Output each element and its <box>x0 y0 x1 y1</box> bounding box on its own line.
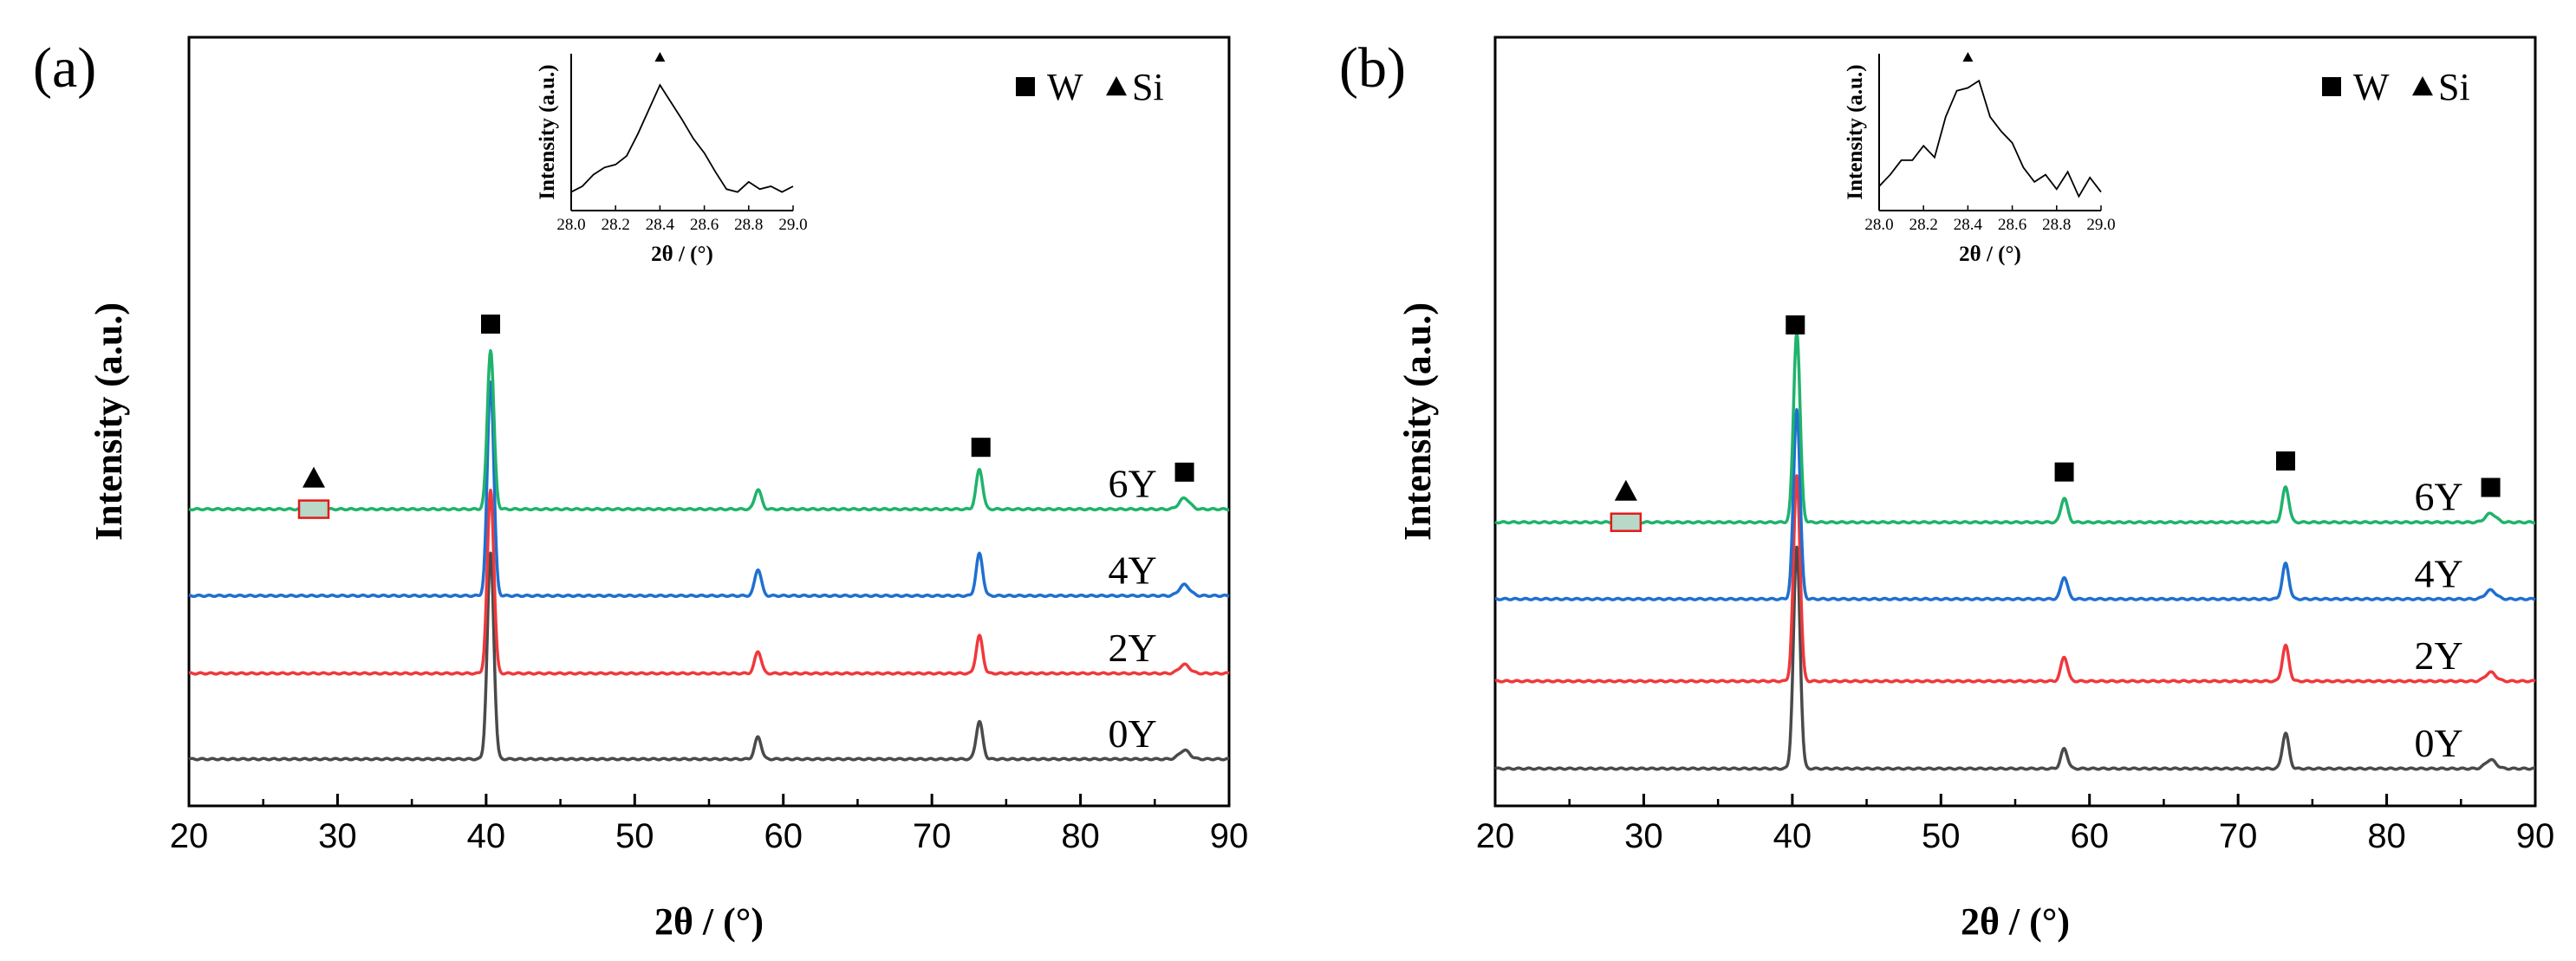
x-tick-label: 80 <box>1061 817 1100 855</box>
inset-plot: 28.0 28.2 28.4 28.6 28.8 29.0 2θ / (°) Intensit… <box>536 52 808 266</box>
series-label-2Y: 2Y <box>2414 633 2462 678</box>
inset-tick-label: 28.0 <box>556 216 585 234</box>
series-0Y-line <box>188 551 1230 762</box>
x-tick-label: 30 <box>318 817 357 855</box>
w-peak-marker <box>971 438 991 458</box>
w-peak-marker <box>2054 462 2074 482</box>
legend-si-label: Si <box>2438 66 2470 108</box>
inset-plot: 28.0 28.2 28.4 28.6 28.8 29.0 2θ / (°) Intensit… <box>1844 52 2116 266</box>
w-peak-marker <box>1174 462 1194 482</box>
panel-a: 20 30 40 50 60 70 80 90 (a) 2θ / (°) Intensity (a.… <box>33 36 1248 943</box>
legend-si-triangle <box>1106 76 1127 96</box>
inset-tick-label: 28.8 <box>2042 216 2071 234</box>
x-axis-title: 2θ / (°) <box>1961 900 2070 943</box>
x-tick-label: 30 <box>1624 817 1663 855</box>
inset-tick-label: 28.4 <box>646 216 675 234</box>
x-tick-label: 40 <box>1773 817 1812 855</box>
inset-y-title: Intensity (a.u.) <box>1844 64 1867 199</box>
series-label-0Y: 0Y <box>2414 721 2462 765</box>
x-tick-label: 50 <box>615 817 654 855</box>
inset-zoom-line <box>570 83 794 193</box>
inset-si-peak-marker <box>654 52 666 62</box>
x-tick-label: 70 <box>2219 817 2258 855</box>
x-axis-title: 2θ / (°) <box>654 900 764 943</box>
legend-w-label: W <box>1047 66 1083 108</box>
series-label-6Y: 6Y <box>2414 475 2462 519</box>
legend-si-label: Si <box>1132 66 1164 108</box>
inset-y-title: Intensity (a.u.) <box>536 64 559 199</box>
w-peak-marker <box>1786 315 1805 334</box>
legend-si-triangle <box>2412 76 2433 96</box>
inset-x-title: 2θ / (°) <box>1959 243 2021 266</box>
w-peak-marker <box>2276 451 2295 471</box>
panel-label: (a) <box>33 36 96 100</box>
y-axis-title: Intensity (a.u.) <box>88 302 130 541</box>
series-4Y-line <box>1494 407 2536 601</box>
si-peak-marker <box>302 466 325 488</box>
w-peak-marker <box>2481 477 2501 497</box>
legend: W Si <box>1016 66 1164 108</box>
series-2Y-line <box>1494 474 2536 684</box>
inset-tick-label: 28.4 <box>1954 216 1983 234</box>
series-2Y-line <box>188 488 1230 676</box>
legend-w-label: W <box>2353 66 2390 108</box>
zoom-region-box <box>297 499 330 519</box>
w-peak-marker <box>481 315 500 334</box>
x-tick-label: 50 <box>1922 817 1961 855</box>
inset-tick-label: 28.0 <box>1864 216 1893 234</box>
x-tick-label: 20 <box>1476 817 1515 855</box>
series-label-4Y: 4Y <box>2414 551 2462 595</box>
inset-tick-label: 28.2 <box>1909 216 1938 234</box>
zoom-region-box <box>1610 512 1643 532</box>
inset-x-title: 2θ / (°) <box>651 243 713 266</box>
inset-tick-label: 28.6 <box>1998 216 2026 234</box>
panel-label: (b) <box>1339 36 1406 100</box>
x-tick-label: 40 <box>467 817 506 855</box>
x-tick-label: 20 <box>170 817 209 855</box>
plot-frame <box>187 36 1231 808</box>
legend-w-square <box>2322 77 2341 96</box>
inset-si-peak-marker <box>1962 52 1974 62</box>
x-tick-label: 70 <box>913 817 952 855</box>
series-label-4Y: 4Y <box>1108 549 1156 593</box>
inset-tick-label: 28.8 <box>734 216 763 234</box>
series-4Y-line <box>188 380 1230 599</box>
legend: W Si <box>2322 66 2470 108</box>
x-tick-label: 80 <box>2367 817 2406 855</box>
plot-frame <box>1493 36 2537 808</box>
x-tick-label: 60 <box>2070 817 2109 855</box>
series-label-2Y: 2Y <box>1108 626 1156 670</box>
series-6Y-line <box>188 348 1230 512</box>
inset-tick-label: 28.6 <box>690 216 719 234</box>
series-0Y-line <box>1494 545 2536 771</box>
inset-zoom-line <box>1878 79 2102 198</box>
series-label-0Y: 0Y <box>1108 711 1156 756</box>
y-axis-title: Intensity (a.u.) <box>1396 302 1439 541</box>
x-tick-label: 90 <box>1210 817 1249 855</box>
x-tick-label: 60 <box>764 817 803 855</box>
inset-tick-label: 29.0 <box>778 216 807 234</box>
series-label-6Y: 6Y <box>1108 462 1156 506</box>
panel-b: 20 30 40 50 60 70 80 90 (b) 2θ / (°) Intensity (a.… <box>1339 36 2554 943</box>
x-tick-label: 90 <box>2516 817 2555 855</box>
inset-tick-label: 28.2 <box>602 216 630 234</box>
inset-tick-label: 29.0 <box>2086 216 2115 234</box>
si-peak-marker <box>1614 479 1637 501</box>
series-6Y-line <box>1494 331 2536 525</box>
legend-w-square <box>1016 77 1035 96</box>
